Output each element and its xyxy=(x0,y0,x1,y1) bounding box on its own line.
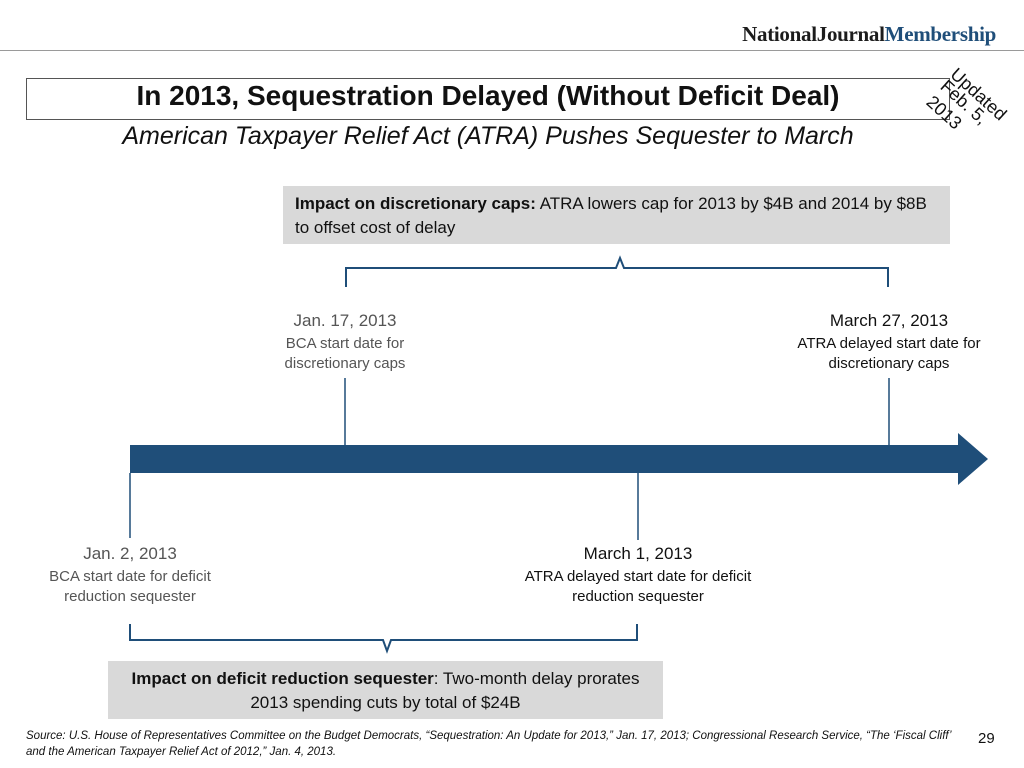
brand-logo: NationalJournalMembership xyxy=(742,22,996,47)
event-jan2-desc-2: reduction sequester xyxy=(64,588,196,605)
event-jan2-date: Jan. 2, 2013 xyxy=(83,544,177,563)
event-mar1-date: March 1, 2013 xyxy=(583,544,693,563)
discretionary-caps-impact-text: ATRA lowers cap for 2013 by $4B and 2014… xyxy=(295,194,927,237)
event-jan17-date: Jan. 17, 2013 xyxy=(293,311,397,330)
timeline-arrow xyxy=(130,433,988,485)
event-mar27: March 27, 2013 ATRA delayed start date f… xyxy=(774,311,1004,374)
deficit-sequester-impact-box: Impact on deficit reduction sequester: T… xyxy=(108,661,663,719)
top-bracket xyxy=(345,255,889,287)
page-title: In 2013, Sequestration Delayed (Without … xyxy=(136,80,840,111)
deficit-sequester-impact-text: : Two-month delay prorates 2013 spending… xyxy=(250,669,640,712)
event-jan2-desc-1: BCA start date for deficit xyxy=(49,568,211,585)
discretionary-caps-impact-box: Impact on discretionary caps: ATRA lower… xyxy=(283,186,950,244)
event-jan17-desc-2: discretionary caps xyxy=(284,355,406,372)
event-mar27-date: March 27, 2013 xyxy=(829,311,949,330)
event-jan2: Jan. 2, 2013 BCA start date for deficit … xyxy=(20,544,240,607)
brand-logo-part2: Membership xyxy=(884,22,997,46)
page-number: 29 xyxy=(978,730,995,747)
source-line-1: Source: U.S. House of Representatives Co… xyxy=(26,730,952,742)
source-line-2: and the American Taxpayer Relief Act of … xyxy=(26,746,337,758)
discretionary-caps-impact-label: Impact on discretionary caps: xyxy=(295,194,536,213)
event-mar27-desc-1: ATRA delayed start date for xyxy=(797,335,981,352)
event-jan17-desc-1: BCA start date for xyxy=(285,335,405,352)
event-mar27-desc-2: discretionary caps xyxy=(828,355,950,372)
event-mar1: March 1, 2013 ATRA delayed start date fo… xyxy=(498,544,778,607)
bottom-bracket xyxy=(129,624,638,654)
event-jan17: Jan. 17, 2013 BCA start date for discret… xyxy=(245,311,445,374)
source-note: Source: U.S. House of Representatives Co… xyxy=(26,728,976,760)
event-mar1-desc-1: ATRA delayed start date for deficit xyxy=(524,568,752,585)
brand-logo-part1: NationalJournal xyxy=(742,22,885,46)
header-divider xyxy=(0,50,1024,51)
page-subtitle: American Taxpayer Relief Act (ATRA) Push… xyxy=(122,122,854,150)
event-mar1-desc-2: reduction sequester xyxy=(572,588,704,605)
deficit-sequester-impact-label: Impact on deficit reduction sequester xyxy=(131,669,434,688)
title-frame xyxy=(26,78,950,120)
